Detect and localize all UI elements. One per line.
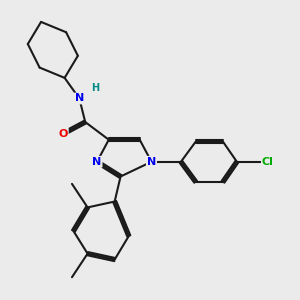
Text: N: N [147, 157, 156, 167]
Text: N: N [92, 157, 102, 167]
Text: H: H [92, 83, 100, 93]
Text: Cl: Cl [262, 157, 274, 167]
Text: N: N [75, 94, 84, 103]
Text: O: O [58, 129, 68, 139]
